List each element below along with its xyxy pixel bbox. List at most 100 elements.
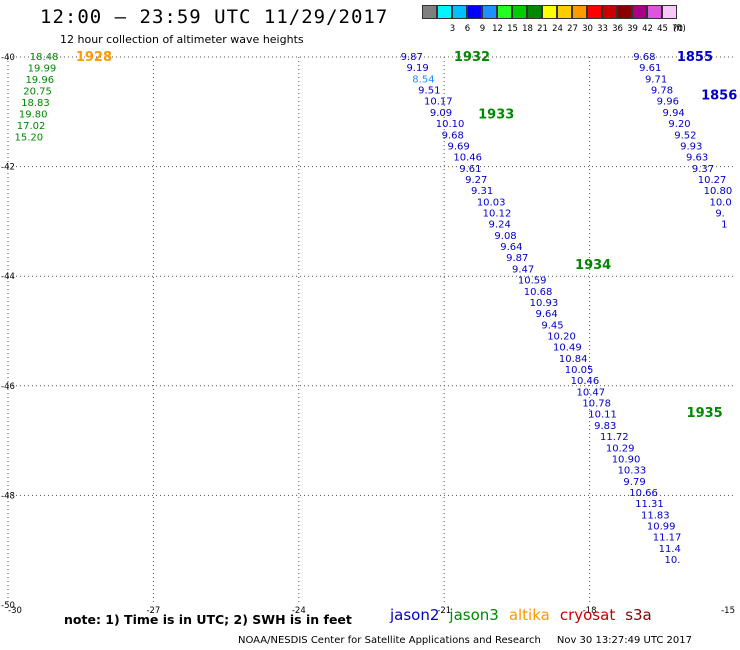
wave-height-value: 11.72 xyxy=(600,432,629,443)
wave-height-value: 20.75 xyxy=(23,87,52,98)
color-scale-label: 70 xyxy=(672,24,683,34)
wave-height-value: 9.20 xyxy=(668,119,690,130)
wave-height-value: 9.71 xyxy=(645,74,667,85)
wave-height-value: 10.29 xyxy=(606,443,635,454)
color-scale-swatch xyxy=(482,5,497,19)
wave-height-value: 9.83 xyxy=(594,421,616,432)
wave-height-value: 9.52 xyxy=(674,130,696,141)
map-title: 12:00 — 23:59 UTC 11/29/2017 xyxy=(40,6,389,28)
color-scale-swatch xyxy=(617,5,632,19)
wave-height-value: 10.90 xyxy=(612,454,641,465)
color-scale-label: 12 xyxy=(492,24,503,34)
wave-height-value: 10.10 xyxy=(436,119,465,130)
legend-entry-cryosat: cryosat xyxy=(559,606,616,624)
latitude-label: -50 xyxy=(1,601,15,611)
color-scale-label: 15 xyxy=(507,24,518,34)
wave-height-value: 9.51 xyxy=(418,86,440,97)
latitude-label: -46 xyxy=(1,382,15,392)
wave-height-value: 10. xyxy=(664,555,680,566)
color-scale-swatch xyxy=(437,5,452,19)
color-scale-swatch xyxy=(422,5,437,19)
color-scale-label: 18 xyxy=(522,24,533,34)
color-scale-swatch xyxy=(602,5,617,19)
longitude-label: -30 xyxy=(8,606,22,616)
wave-height-value: 9.79 xyxy=(623,477,645,488)
wave-height-value: 11.31 xyxy=(635,499,664,510)
legend-entry-s3a: s3a xyxy=(625,606,652,624)
color-scale-label: 27 xyxy=(567,24,578,34)
pass-time-label: 1856 xyxy=(701,88,737,103)
color-scale-label: 24 xyxy=(552,24,563,34)
wave-height-value: 9.96 xyxy=(657,97,679,108)
color-scale-swatch xyxy=(647,5,662,19)
pass-time-label: 1934 xyxy=(575,258,611,273)
legend-entry-altika: altika xyxy=(508,606,550,624)
wave-height-value: 9.61 xyxy=(459,164,481,175)
legend-entry-jason2: jason2 xyxy=(390,606,440,624)
wave-height-value: 9.19 xyxy=(406,63,428,74)
wave-height-value: 19.99 xyxy=(28,64,57,75)
wave-height-value: 9.27 xyxy=(465,175,487,186)
wave-height-value: 19.80 xyxy=(19,110,48,121)
color-scale-label: 21 xyxy=(537,24,548,34)
color-scale-label: 33 xyxy=(597,24,608,34)
wave-height-value: 10.84 xyxy=(559,354,588,365)
longitude-label: -15 xyxy=(721,606,735,616)
units-note: note: 1) Time is in UTC; 2) SWH is in fe… xyxy=(64,612,352,627)
wave-height-value: 10.93 xyxy=(530,298,559,309)
color-scale-swatch xyxy=(452,5,467,19)
wave-height-value: 10.46 xyxy=(453,153,482,164)
wave-height-value: 10.03 xyxy=(477,197,506,208)
wave-height-value: 10.17 xyxy=(424,97,453,108)
wave-height-value: 10.99 xyxy=(647,522,676,533)
color-scale-label: 30 xyxy=(582,24,593,34)
pass-time-label: 1928 xyxy=(76,50,112,65)
wave-height-value: 10.27 xyxy=(698,175,727,186)
pass-time-label: 1935 xyxy=(687,406,723,421)
wave-height-value: 10.68 xyxy=(524,287,553,298)
pass-time-label: 1932 xyxy=(454,50,490,65)
color-scale-label: 36 xyxy=(612,24,623,34)
wave-height-value: 9.24 xyxy=(489,220,511,231)
wave-height-value: 11.4 xyxy=(659,544,681,555)
pass-time-label: 1933 xyxy=(478,108,514,123)
wave-height-value: 9.64 xyxy=(500,242,522,253)
wave-height-value: 10.11 xyxy=(588,410,617,421)
wave-height-value: 10.12 xyxy=(483,209,512,220)
wave-height-value: 9.64 xyxy=(535,309,557,320)
wave-height-value: 9.93 xyxy=(680,141,702,152)
pass-time-label: 1855 xyxy=(677,50,713,65)
color-scale-swatch xyxy=(557,5,572,19)
color-scale-label: 9 xyxy=(479,24,486,34)
wave-height-value: 11.83 xyxy=(641,510,670,521)
wave-height-value: 8.54 xyxy=(412,74,434,85)
wave-height-value: 18.83 xyxy=(21,98,50,109)
wave-height-value: 9.69 xyxy=(447,141,469,152)
wave-height-value: 9.31 xyxy=(471,186,493,197)
longitude-label: -21 xyxy=(437,606,451,616)
wave-height-value: 10.33 xyxy=(618,466,647,477)
color-scale-swatch xyxy=(632,5,647,19)
wave-height-value: 10.78 xyxy=(582,399,611,410)
wave-height-value: 9.94 xyxy=(663,108,685,119)
latitude-label: -42 xyxy=(1,163,15,173)
wave-height-value: 10.20 xyxy=(547,331,576,342)
wave-height-value: 10.66 xyxy=(629,488,658,499)
wave-height-value: 10.46 xyxy=(571,376,600,387)
longitude-label: -18 xyxy=(583,606,597,616)
color-scale-label: 39 xyxy=(627,24,638,34)
legend-entry-jason3: jason3 xyxy=(449,606,499,624)
wave-height-value: 10.80 xyxy=(704,186,733,197)
map-subtitle: 12 hour collection of altimeter wave hei… xyxy=(60,33,304,46)
wave-height-value: 1 xyxy=(721,220,727,231)
wave-height-value: 15.20 xyxy=(15,133,44,144)
color-scale-swatch xyxy=(662,5,677,19)
color-scale-label: 3 xyxy=(449,24,456,34)
wave-height-value: 9.45 xyxy=(541,320,563,331)
color-scale-swatch xyxy=(467,5,482,19)
wave-height-value: 9.63 xyxy=(686,153,708,164)
color-scale-label: 6 xyxy=(464,24,471,34)
wave-height-value: 19.96 xyxy=(25,75,54,86)
wave-height-value: 9.61 xyxy=(639,63,661,74)
